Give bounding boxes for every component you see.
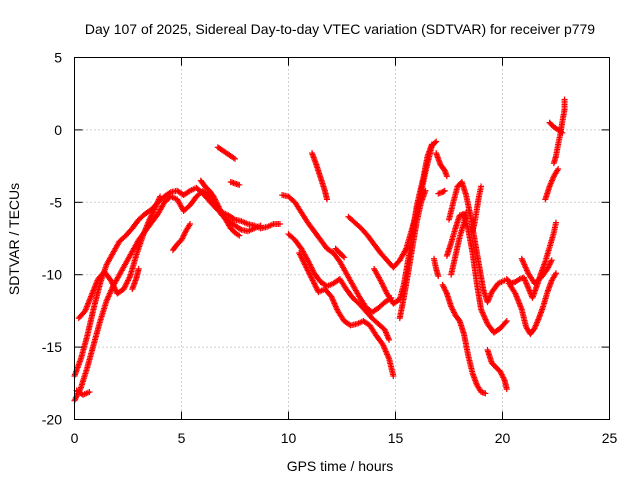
data-point (443, 290, 450, 297)
data-point (441, 187, 448, 194)
x-tick-label: 0 (71, 430, 79, 446)
data-point (236, 181, 243, 188)
data-points (71, 96, 568, 404)
data-point (548, 257, 555, 264)
y-axis-label: SDTVAR / TECUs (6, 183, 22, 295)
x-axis-label: GPS time / hours (287, 458, 394, 474)
plot-frame (74, 57, 610, 420)
data-point (428, 141, 435, 148)
chart-title: Day 107 of 2025, Sidereal Day-to-day VTE… (85, 21, 595, 37)
data-point (232, 155, 238, 162)
data-point (443, 173, 450, 180)
data-point (435, 273, 442, 280)
x-tick-label: 15 (388, 430, 404, 446)
data-point (553, 270, 559, 277)
data-point (553, 219, 559, 226)
data-point (237, 225, 244, 232)
data-point (440, 188, 447, 195)
x-tick-label: 5 (178, 430, 186, 446)
y-tick-label: -5 (50, 194, 63, 210)
data-point (340, 253, 347, 260)
data-point (276, 221, 283, 228)
grid-lines (74, 57, 610, 420)
x-tick-labels: 0 5 10 15 20 25 (71, 430, 618, 446)
data-point (86, 388, 93, 395)
data-point (455, 316, 462, 323)
data-point (187, 221, 194, 228)
data-point (432, 139, 439, 146)
data-point (386, 336, 393, 343)
data-point (433, 138, 440, 145)
y-tick-label: -15 (42, 339, 62, 355)
axis-ticks (74, 57, 610, 420)
data-point (157, 193, 164, 200)
y-tick-label: -10 (42, 267, 62, 283)
data-point (230, 215, 237, 222)
data-point (555, 165, 562, 172)
data-point (559, 129, 566, 136)
x-tick-label: 10 (281, 430, 297, 446)
data-point (257, 222, 264, 229)
data-point (236, 232, 243, 239)
data-point (135, 265, 142, 272)
data-point (482, 390, 489, 397)
data-point (561, 96, 568, 103)
y-tick-label: -20 (42, 412, 62, 428)
data-point (503, 386, 510, 393)
data-point (478, 183, 485, 190)
x-tick-label: 25 (602, 430, 618, 446)
data-point (463, 209, 470, 216)
data-point (503, 318, 510, 325)
data-point (324, 196, 331, 203)
x-tick-label: 20 (495, 430, 511, 446)
y-tick-labels: -20 -15 -10 -5 0 5 (42, 50, 62, 428)
data-point (422, 187, 429, 194)
data-point (502, 319, 509, 326)
data-point (390, 373, 397, 380)
data-point (440, 166, 447, 173)
y-tick-label: 0 (54, 122, 62, 138)
y-tick-label: 5 (54, 50, 62, 66)
data-point (341, 254, 348, 261)
